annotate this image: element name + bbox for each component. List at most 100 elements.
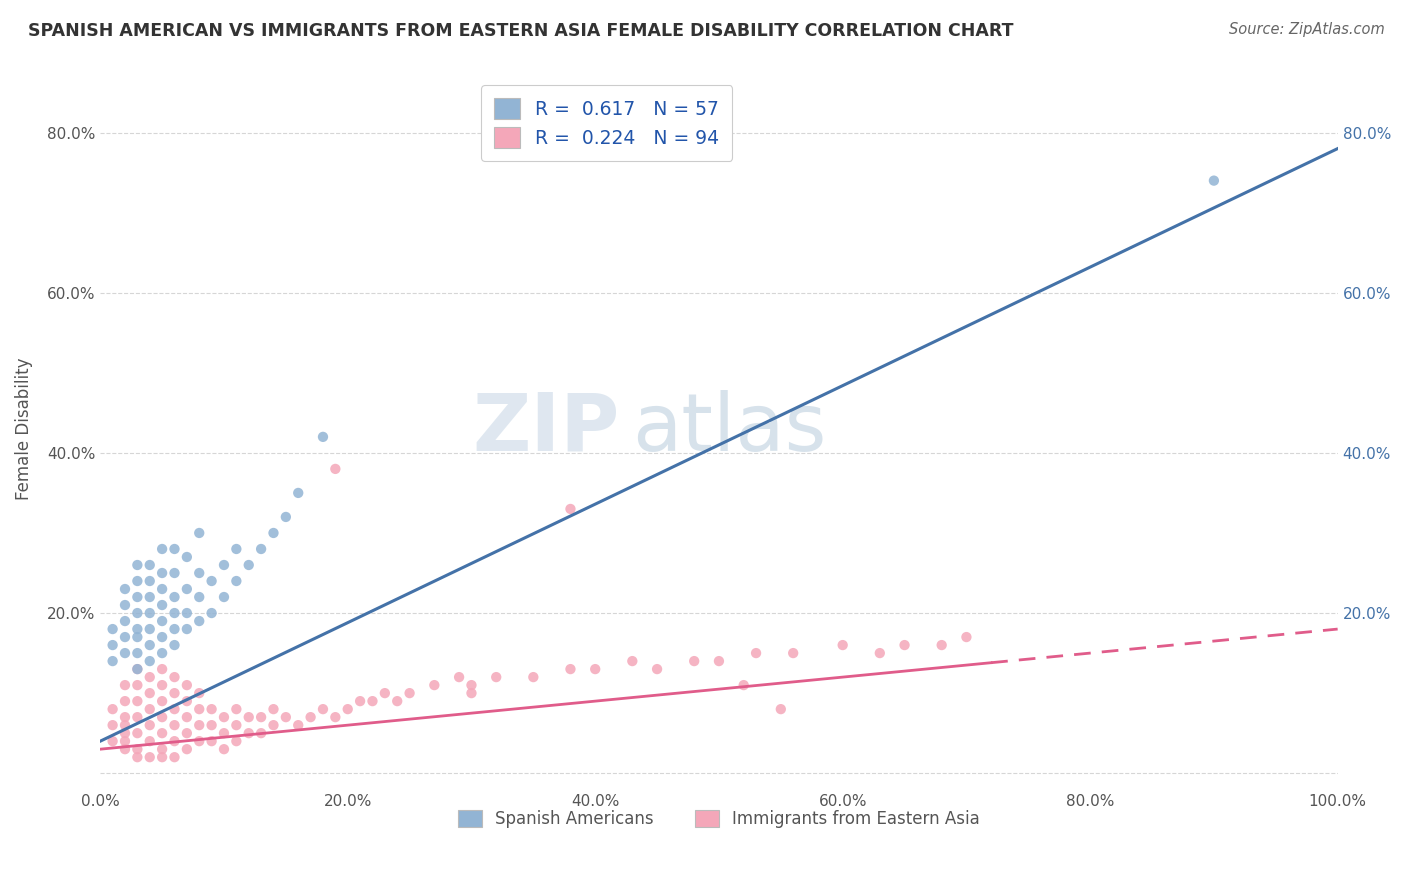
Point bbox=[188, 614, 211, 628]
Point bbox=[101, 734, 124, 748]
Point bbox=[212, 590, 235, 604]
Point bbox=[212, 710, 235, 724]
Point bbox=[139, 590, 162, 604]
Point bbox=[163, 606, 186, 620]
Point bbox=[560, 502, 582, 516]
Point bbox=[745, 646, 768, 660]
Point bbox=[201, 574, 224, 588]
Point bbox=[201, 718, 224, 732]
Point bbox=[127, 558, 149, 572]
Point bbox=[139, 574, 162, 588]
Point bbox=[188, 566, 211, 580]
Point bbox=[188, 734, 211, 748]
Point bbox=[398, 686, 420, 700]
Point bbox=[238, 710, 260, 724]
Point bbox=[150, 710, 173, 724]
Point bbox=[127, 622, 149, 636]
Point bbox=[139, 654, 162, 668]
Point bbox=[114, 742, 136, 756]
Text: atlas: atlas bbox=[633, 390, 827, 468]
Point bbox=[274, 510, 297, 524]
Point bbox=[139, 750, 162, 764]
Point bbox=[150, 750, 173, 764]
Point bbox=[150, 541, 173, 556]
Text: ZIP: ZIP bbox=[472, 390, 620, 468]
Point bbox=[127, 630, 149, 644]
Point bbox=[163, 718, 186, 732]
Point bbox=[127, 662, 149, 676]
Point bbox=[387, 694, 409, 708]
Point bbox=[150, 614, 173, 628]
Point bbox=[287, 486, 309, 500]
Point bbox=[312, 430, 335, 444]
Point bbox=[250, 726, 273, 740]
Point bbox=[127, 750, 149, 764]
Point bbox=[163, 590, 186, 604]
Point bbox=[176, 710, 198, 724]
Point bbox=[139, 622, 162, 636]
Point bbox=[150, 694, 173, 708]
Point bbox=[139, 718, 162, 732]
Point bbox=[325, 710, 347, 724]
Point bbox=[460, 678, 482, 692]
Point bbox=[163, 638, 186, 652]
Point bbox=[127, 694, 149, 708]
Point bbox=[374, 686, 396, 700]
Point bbox=[163, 541, 186, 556]
Point bbox=[645, 662, 668, 676]
Point bbox=[127, 606, 149, 620]
Point bbox=[114, 598, 136, 612]
Point bbox=[163, 670, 186, 684]
Point bbox=[361, 694, 384, 708]
Point bbox=[460, 686, 482, 700]
Point bbox=[782, 646, 804, 660]
Point bbox=[114, 614, 136, 628]
Point bbox=[201, 702, 224, 716]
Point bbox=[201, 734, 224, 748]
Point bbox=[560, 662, 582, 676]
Point bbox=[127, 590, 149, 604]
Text: Source: ZipAtlas.com: Source: ZipAtlas.com bbox=[1229, 22, 1385, 37]
Point bbox=[176, 742, 198, 756]
Point bbox=[423, 678, 446, 692]
Point bbox=[150, 678, 173, 692]
Point bbox=[127, 678, 149, 692]
Point bbox=[114, 718, 136, 732]
Point bbox=[485, 670, 508, 684]
Point bbox=[163, 702, 186, 716]
Point bbox=[163, 734, 186, 748]
Point bbox=[163, 750, 186, 764]
Point bbox=[1202, 173, 1225, 187]
Point bbox=[150, 598, 173, 612]
Point bbox=[583, 662, 606, 676]
Point bbox=[114, 582, 136, 596]
Point bbox=[312, 702, 335, 716]
Point bbox=[349, 694, 371, 708]
Point bbox=[325, 462, 347, 476]
Point bbox=[101, 638, 124, 652]
Point bbox=[127, 742, 149, 756]
Point bbox=[263, 702, 285, 716]
Point bbox=[127, 574, 149, 588]
Point bbox=[683, 654, 706, 668]
Point bbox=[176, 678, 198, 692]
Point bbox=[176, 582, 198, 596]
Point bbox=[250, 541, 273, 556]
Point bbox=[287, 718, 309, 732]
Text: SPANISH AMERICAN VS IMMIGRANTS FROM EASTERN ASIA FEMALE DISABILITY CORRELATION C: SPANISH AMERICAN VS IMMIGRANTS FROM EAST… bbox=[28, 22, 1014, 40]
Point bbox=[176, 726, 198, 740]
Point bbox=[250, 710, 273, 724]
Point bbox=[336, 702, 359, 716]
Point bbox=[274, 710, 297, 724]
Point bbox=[621, 654, 644, 668]
Point bbox=[225, 541, 247, 556]
Point bbox=[769, 702, 792, 716]
Point bbox=[114, 734, 136, 748]
Point bbox=[263, 526, 285, 541]
Point bbox=[869, 646, 891, 660]
Point bbox=[150, 582, 173, 596]
Point bbox=[150, 646, 173, 660]
Point bbox=[150, 726, 173, 740]
Point bbox=[150, 566, 173, 580]
Point bbox=[176, 606, 198, 620]
